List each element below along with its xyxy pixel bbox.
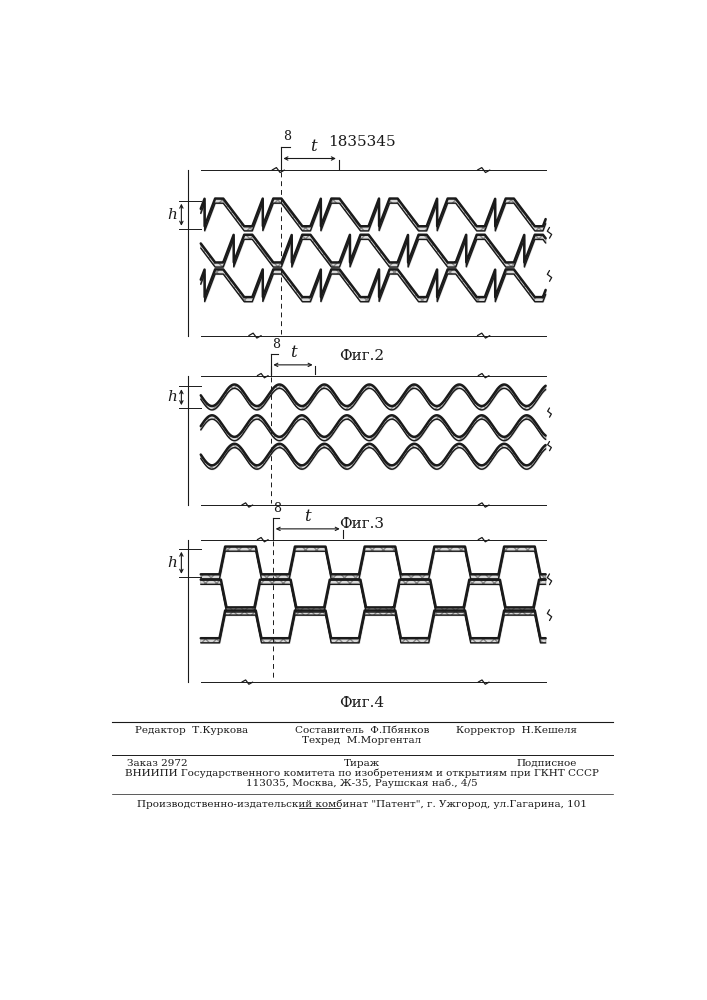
Text: h: h: [168, 208, 177, 222]
Text: ВНИИПИ Государственного комитета по изобретениям и открытиям при ГКНТ СССР: ВНИИПИ Государственного комитета по изоб…: [125, 768, 599, 778]
Text: Фиг.3: Фиг.3: [339, 517, 385, 531]
Text: Корректор  Н.Кешеля: Корректор Н.Кешеля: [455, 726, 577, 735]
Text: Техред  М.Моргентал: Техред М.Моргентал: [303, 736, 421, 745]
Text: t: t: [305, 508, 311, 525]
Text: Тираж: Тираж: [344, 759, 380, 768]
Text: Фиг.2: Фиг.2: [339, 349, 385, 363]
Text: 8: 8: [272, 338, 280, 351]
Text: Редактор  Т.Куркова: Редактор Т.Куркова: [135, 726, 248, 735]
Text: 8: 8: [274, 502, 281, 515]
Text: Подписное: Подписное: [516, 759, 577, 768]
Text: 113035, Москва, Ж-35, Раушская наб., 4/5: 113035, Москва, Ж-35, Раушская наб., 4/5: [246, 778, 478, 788]
Text: t: t: [290, 344, 296, 361]
Text: Составитель  Ф.Пбянков: Составитель Ф.Пбянков: [295, 726, 429, 735]
Text: Заказ 2972: Заказ 2972: [127, 759, 188, 768]
Text: 8: 8: [283, 130, 291, 143]
Text: Фиг.4: Фиг.4: [339, 696, 385, 710]
Text: h: h: [168, 390, 177, 404]
Text: h: h: [168, 556, 177, 570]
Text: t: t: [310, 138, 317, 155]
Text: 1835345: 1835345: [328, 135, 396, 149]
Text: Производственно-издательский комбинат "Патент", г. Ужгород, ул.Гагарина, 101: Производственно-издательский комбинат "П…: [137, 799, 587, 809]
